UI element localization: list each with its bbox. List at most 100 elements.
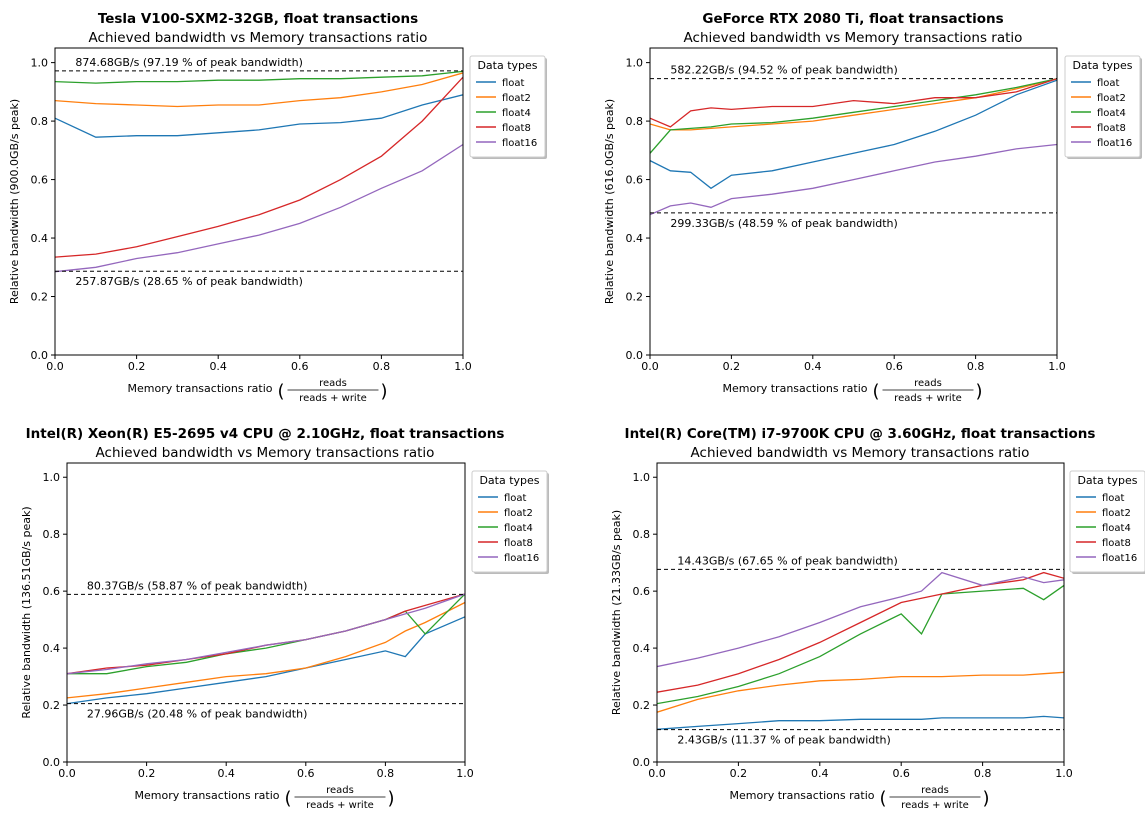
y-tick-label: 0.4 [633,642,651,655]
y-tick-label: 0.8 [43,528,61,541]
series-line-float4 [657,584,1064,705]
min-annotation: 299.33GB/s (48.59 % of peak bandwidth) [670,217,897,230]
chart-title: Tesla V100-SXM2-32GB, float transactions [98,11,418,27]
y-tick-label: 0.0 [633,756,651,769]
legend-item-float2: float2 [1102,508,1131,519]
peak-annotation: 80.37GB/s (58.87 % of peak bandwidth) [87,579,307,592]
series-line-float16 [650,143,1057,216]
paren-left: ( [284,788,291,809]
y-tick-label: 0.6 [31,174,49,187]
legend-item-float4: float4 [1102,523,1131,534]
series-line-float2 [657,671,1064,713]
x-axis-label: Memory transactions ratio [128,382,273,395]
fraction-numerator: reads [921,785,949,796]
x-tick-label: 0.4 [811,767,829,780]
fraction-numerator: reads [319,378,347,389]
y-tick-label: 0.4 [31,232,49,245]
paren-right: ) [982,788,989,809]
y-axis-label: Relative bandwidth (616.0GB/s peak) [603,99,616,304]
series-line-float16 [55,143,463,273]
y-tick-label: 0.0 [626,349,644,362]
x-axis-label: Memory transactions ratio [723,382,868,395]
y-tick-label: 0.6 [43,585,61,598]
chart-title: Intel(R) Xeon(R) E5-2695 v4 CPU @ 2.10GH… [26,426,505,442]
plot-frame [66,462,466,763]
x-tick-label: 0.4 [217,767,235,780]
y-tick-label: 1.0 [626,57,644,70]
y-tick-label: 0.0 [43,756,61,769]
y-tick-label: 0.2 [43,699,61,712]
chart-subtitle: Achieved bandwidth vs Memory transaction… [89,30,428,46]
legend-item-float2: float2 [1097,93,1126,104]
series-line-float16 [67,593,465,675]
y-tick-label: 1.0 [633,471,651,484]
y-tick-label: 0.6 [633,585,651,598]
legend-title: Data types [1077,474,1137,487]
plot-frame [649,47,1058,356]
chart-panel: Tesla V100-SXM2-32GB, float transactions… [8,11,547,404]
fraction-denominator: reads + write [299,393,367,404]
chart-title: GeForce RTX 2080 Ti, float transactions [702,11,1003,27]
legend-item-float: float [1102,493,1125,504]
y-tick-label: 0.8 [633,528,651,541]
series-line-float [650,79,1057,190]
y-tick-label: 0.8 [626,115,644,128]
y-tick-label: 1.0 [43,471,61,484]
y-tick-label: 0.2 [626,291,644,304]
paren-left: ( [879,788,886,809]
x-tick-label: 0.2 [128,360,146,373]
paren-right: ) [387,788,394,809]
x-tick-label: 0.0 [46,360,64,373]
legend-item-float4: float4 [502,108,531,119]
legend-item-float: float [1097,78,1120,89]
x-tick-label: 1.0 [1055,767,1073,780]
y-tick-label: 0.0 [31,349,49,362]
min-annotation: 27.96GB/s (20.48 % of peak bandwidth) [87,708,307,721]
series-line-float2 [55,72,463,108]
y-tick-label: 0.4 [626,232,644,245]
series-line-float8 [650,78,1057,128]
legend-item-float: float [504,493,527,504]
y-tick-label: 0.4 [43,642,61,655]
y-tick-label: 1.0 [31,57,49,70]
paren-right: ) [380,381,387,402]
y-tick-label: 0.2 [633,699,651,712]
legend-item-float2: float2 [502,93,531,104]
chart-subtitle: Achieved bandwidth vs Memory transaction… [684,30,1023,46]
fraction-denominator: reads + write [901,800,969,811]
x-tick-label: 0.2 [138,767,156,780]
legend-item-float2: float2 [504,508,533,519]
y-tick-label: 0.6 [626,174,644,187]
series-line-float [55,94,463,138]
x-axis-label: Memory transactions ratio [730,789,875,802]
legend-item-float8: float8 [1102,538,1131,549]
series-line-float8 [55,76,463,258]
legend-title: Data types [1072,59,1132,72]
fraction-numerator: reads [914,378,942,389]
x-tick-label: 1.0 [456,767,474,780]
x-tick-label: 0.4 [804,360,822,373]
legend-item-float16: float16 [502,138,537,149]
series-line-float4 [55,70,463,84]
peak-annotation: 582.22GB/s (94.52 % of peak bandwidth) [670,64,897,77]
plot-frame [54,47,464,356]
paren-left: ( [277,381,284,402]
y-axis-label: Relative bandwidth (900.0GB/s peak) [8,99,21,304]
x-tick-label: 0.0 [648,767,666,780]
legend-item-float8: float8 [502,123,531,134]
x-tick-label: 0.2 [730,767,748,780]
chart-title: Intel(R) Core(TM) i7-9700K CPU @ 3.60GHz… [625,426,1096,442]
x-tick-label: 0.8 [967,360,985,373]
chart-panel: Intel(R) Xeon(R) E5-2695 v4 CPU @ 2.10GH… [20,426,549,811]
series-line-float4 [67,593,465,675]
chart-panel: Intel(R) Core(TM) i7-9700K CPU @ 3.60GHz… [610,426,1145,811]
x-tick-label: 0.8 [377,767,395,780]
y-axis-label: Relative bandwidth (136.51GB/s peak) [20,506,33,718]
peak-annotation: 874.68GB/s (97.19 % of peak bandwidth) [75,56,302,69]
x-tick-label: 0.6 [892,767,910,780]
legend-item-float16: float16 [1097,138,1132,149]
peak-annotation: 14.43GB/s (67.65 % of peak bandwidth) [677,554,897,567]
series-line-float16 [657,571,1064,668]
series-line-float [657,715,1064,730]
